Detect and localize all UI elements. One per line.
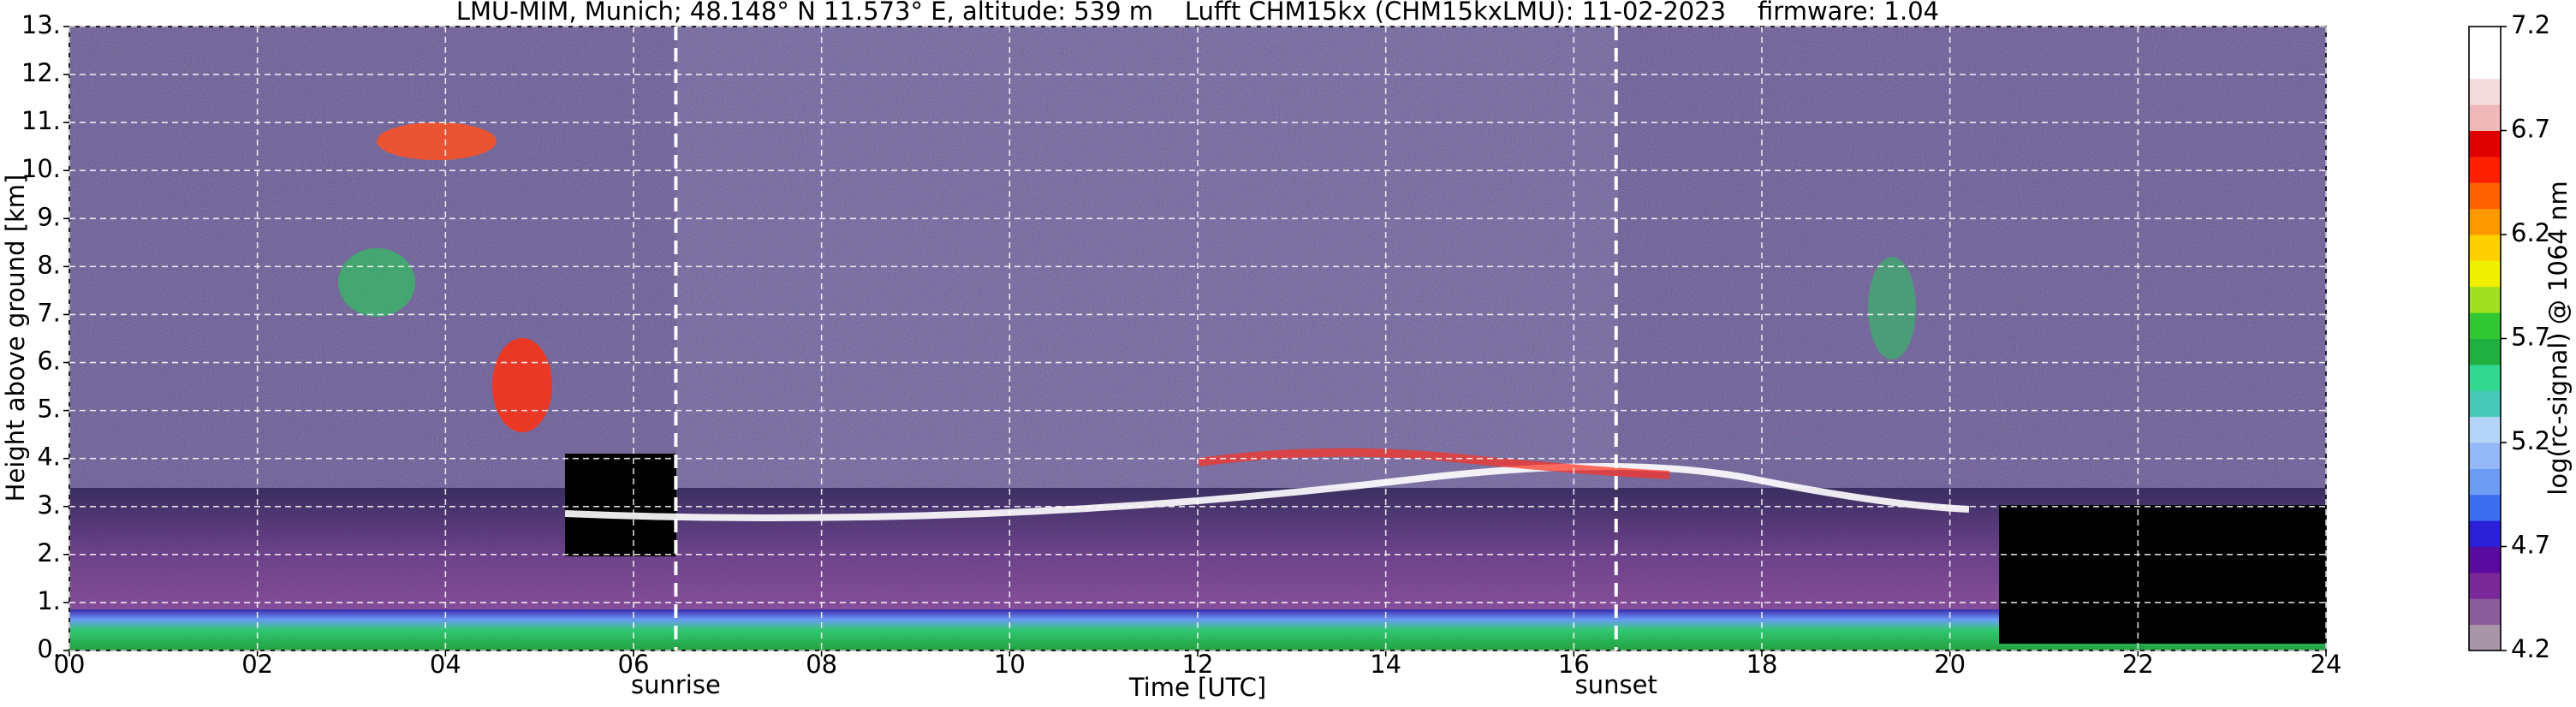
y-tick-label: 11. bbox=[21, 106, 61, 135]
annotation-label: sunset bbox=[1575, 670, 1657, 699]
y-tick-label: 8. bbox=[37, 250, 61, 279]
colorbar-tick-label: 4.7 bbox=[2511, 531, 2550, 560]
x-tick-label: 08 bbox=[806, 650, 837, 679]
y-tick-label: 7. bbox=[37, 298, 61, 327]
y-tick-label: 4. bbox=[37, 443, 61, 472]
colorbar-segment bbox=[2469, 572, 2501, 599]
colorbar-segment bbox=[2469, 520, 2501, 547]
colorbar-segment bbox=[2469, 52, 2501, 80]
colorbar-segment bbox=[2469, 546, 2501, 573]
y-tick-label: 13. bbox=[21, 10, 61, 39]
colorbar-label: log(rc-signal) @ 1064 nm bbox=[2543, 181, 2573, 495]
colorbar-segment bbox=[2469, 286, 2501, 313]
x-tick-label: 14 bbox=[1370, 650, 1401, 679]
colorbar-segment bbox=[2469, 443, 2501, 469]
y-tick-label: 10. bbox=[21, 154, 61, 183]
y-tick-label: 1. bbox=[37, 586, 61, 615]
y-tick-label: 2. bbox=[37, 538, 61, 567]
x-tick-label: 12 bbox=[1182, 650, 1214, 679]
colorbar-segment bbox=[2469, 235, 2501, 261]
colorbar-segment bbox=[2469, 182, 2501, 210]
colorbar-segment bbox=[2469, 624, 2501, 651]
colorbar-segment bbox=[2469, 104, 2501, 131]
x-tick-label: 20 bbox=[1934, 650, 1966, 679]
x-tick-label: 22 bbox=[2122, 650, 2154, 679]
colorbar-segment bbox=[2469, 468, 2501, 496]
colorbar-tick-label: 6.2 bbox=[2511, 218, 2550, 247]
colorbar-segment bbox=[2469, 312, 2501, 339]
y-tick-label: 0. bbox=[37, 634, 61, 663]
colorbar-segment bbox=[2469, 27, 2501, 53]
colorbar-segment bbox=[2469, 416, 2501, 443]
y-tick-label: 12. bbox=[21, 58, 61, 87]
x-axis-label: Time [UTC] bbox=[1128, 673, 1266, 702]
y-tick-label: 6. bbox=[37, 347, 61, 376]
y-tick-label: 9. bbox=[37, 202, 61, 231]
colorbar-tick-label: 4.2 bbox=[2511, 634, 2550, 663]
colorbar-segment bbox=[2469, 156, 2501, 183]
y-tick-label: 5. bbox=[37, 395, 61, 424]
colorbar-segment bbox=[2469, 364, 2501, 391]
colorbar-tick-label: 7.2 bbox=[2511, 10, 2550, 39]
x-tick-label: 16 bbox=[1558, 650, 1590, 679]
y-axis-label: Height above ground [km] bbox=[1, 175, 30, 502]
colorbar-segment bbox=[2469, 494, 2501, 521]
x-tick-label: 04 bbox=[430, 650, 461, 679]
x-tick-label: 18 bbox=[1746, 650, 1778, 679]
colorbar-segment bbox=[2469, 390, 2501, 418]
x-tick-label: 10 bbox=[994, 650, 1026, 679]
chart-title: LMU-MIM, Munich; 48.148° N 11.573° E, al… bbox=[456, 0, 1939, 26]
x-tick-label: 02 bbox=[241, 650, 273, 679]
colorbar-segment bbox=[2469, 78, 2501, 105]
colorbar-segment bbox=[2469, 130, 2501, 157]
colorbar-tick-label: 5.2 bbox=[2511, 426, 2550, 455]
colorbar-segment bbox=[2469, 338, 2501, 365]
x-tick-label: 24 bbox=[2311, 650, 2342, 679]
colorbar-tick-label: 6.7 bbox=[2511, 115, 2550, 144]
colorbar-segment bbox=[2469, 598, 2501, 626]
colorbar-segment bbox=[2469, 260, 2501, 288]
x-tick-label: 06 bbox=[618, 650, 650, 679]
colorbar-tick-label: 5.7 bbox=[2511, 323, 2550, 352]
annotation-label: sunrise bbox=[631, 670, 721, 699]
y-tick-label: 3. bbox=[37, 490, 61, 520]
colorbar-segment bbox=[2469, 208, 2501, 235]
x-tick-label: 00 bbox=[54, 650, 86, 679]
